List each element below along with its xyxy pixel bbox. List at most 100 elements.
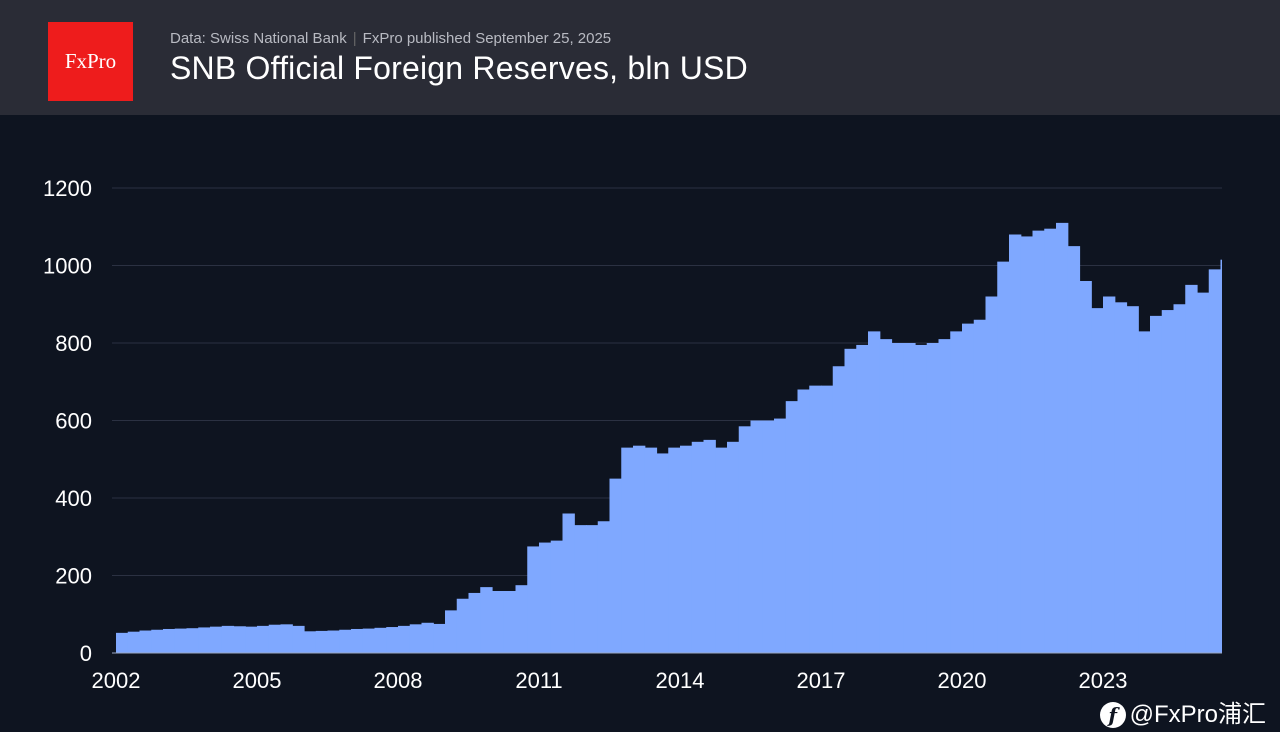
data-bar xyxy=(245,626,258,653)
data-bar xyxy=(198,627,211,653)
data-bar xyxy=(985,296,998,653)
data-bar xyxy=(1114,302,1128,653)
data-bar xyxy=(750,420,763,653)
data-bar xyxy=(574,525,587,653)
data-bar xyxy=(186,628,199,653)
data-bar xyxy=(257,625,270,653)
data-bar xyxy=(163,628,176,653)
data-bar xyxy=(456,598,470,653)
data-bar xyxy=(233,626,246,653)
data-bar xyxy=(1020,236,1034,653)
data-bar xyxy=(656,453,669,653)
data-bar xyxy=(727,441,740,653)
data-bar xyxy=(445,610,458,653)
data-bar xyxy=(856,344,869,653)
data-bar xyxy=(997,261,1010,653)
y-tick-label: 800 xyxy=(55,331,92,356)
data-bar xyxy=(1161,310,1175,653)
data-bar xyxy=(1067,246,1081,653)
data-bar xyxy=(644,447,658,653)
y-tick-label: 400 xyxy=(55,486,92,511)
data-bar xyxy=(691,441,705,653)
data-bar xyxy=(292,625,305,653)
x-tick-label: 2008 xyxy=(374,668,423,693)
data-bar xyxy=(339,629,352,653)
data-bar xyxy=(621,447,634,653)
x-tick-label: 2020 xyxy=(938,668,987,693)
data-bar xyxy=(832,366,846,653)
data-bar xyxy=(762,420,775,653)
data-bar xyxy=(280,624,293,653)
x-tick-label: 2002 xyxy=(92,668,141,693)
data-bar xyxy=(139,630,152,653)
data-bar xyxy=(327,630,340,653)
data-bar xyxy=(738,426,752,653)
data-bar xyxy=(938,339,951,653)
data-bar xyxy=(1091,308,1104,653)
data-bar xyxy=(421,622,434,653)
data-bar xyxy=(221,625,235,653)
x-tick-label: 2023 xyxy=(1079,668,1128,693)
data-bar xyxy=(409,624,423,653)
data-bar xyxy=(1138,331,1151,653)
data-bar xyxy=(351,628,364,653)
data-bar xyxy=(973,319,987,653)
data-bar xyxy=(1126,306,1139,653)
data-bar xyxy=(797,389,810,653)
data-bar xyxy=(362,628,376,653)
fxpro-logo: FxPro xyxy=(48,22,133,101)
data-bar xyxy=(1009,234,1022,653)
data-bar xyxy=(703,439,716,653)
data-bar xyxy=(868,331,881,653)
data-bar xyxy=(268,624,282,653)
watermark: f @FxPro浦汇 xyxy=(1099,701,1266,729)
x-tick-label: 2005 xyxy=(233,668,282,693)
data-bar xyxy=(809,385,822,653)
y-tick-label: 1200 xyxy=(43,176,92,201)
x-tick-label: 2014 xyxy=(656,668,705,693)
data-source: Data: Swiss National Bank xyxy=(170,30,347,47)
data-bar xyxy=(127,631,141,653)
data-bar xyxy=(1197,292,1210,653)
data-bar xyxy=(1220,259,1222,653)
data-bar xyxy=(1056,222,1069,653)
data-bar xyxy=(950,331,963,653)
data-bar xyxy=(492,591,505,653)
header-bar: FxPro Data: Swiss National Bank | FxPro pu… xyxy=(0,0,1280,115)
data-bar xyxy=(1150,315,1163,653)
data-bar xyxy=(926,343,940,653)
y-tick-label: 200 xyxy=(55,564,92,589)
data-bar xyxy=(304,631,317,653)
x-tick-label: 2011 xyxy=(515,668,562,693)
social-logo-icon: f xyxy=(1099,702,1126,728)
data-bar xyxy=(515,585,528,653)
y-tick-label: 1000 xyxy=(43,254,92,279)
data-bar xyxy=(1079,281,1092,653)
separator: | xyxy=(352,30,357,47)
chart-title: SNB Official Foreign Reserves, bln USD xyxy=(170,50,748,86)
data-bar xyxy=(903,343,916,653)
data-bar xyxy=(550,540,564,653)
data-bar xyxy=(586,525,599,653)
data-bar xyxy=(962,323,975,653)
data-bar xyxy=(315,630,329,653)
data-bar xyxy=(210,626,223,653)
data-bar xyxy=(398,625,411,653)
data-bar xyxy=(503,591,517,653)
subtitle: Data: Swiss National Bank | FxPro publishe… xyxy=(170,30,611,47)
data-bar xyxy=(844,348,857,653)
data-bar xyxy=(539,542,552,653)
data-bar xyxy=(680,445,693,653)
data-bar xyxy=(785,401,799,653)
data-bar xyxy=(891,343,904,653)
data-bar xyxy=(480,587,493,653)
data-bar xyxy=(468,592,481,653)
data-bar xyxy=(174,628,188,653)
data-bar xyxy=(1185,284,1198,653)
data-bar xyxy=(633,445,646,653)
data-bar xyxy=(1103,296,1116,653)
data-bar xyxy=(116,632,129,653)
data-bar xyxy=(1032,230,1045,653)
data-bar xyxy=(609,478,622,653)
